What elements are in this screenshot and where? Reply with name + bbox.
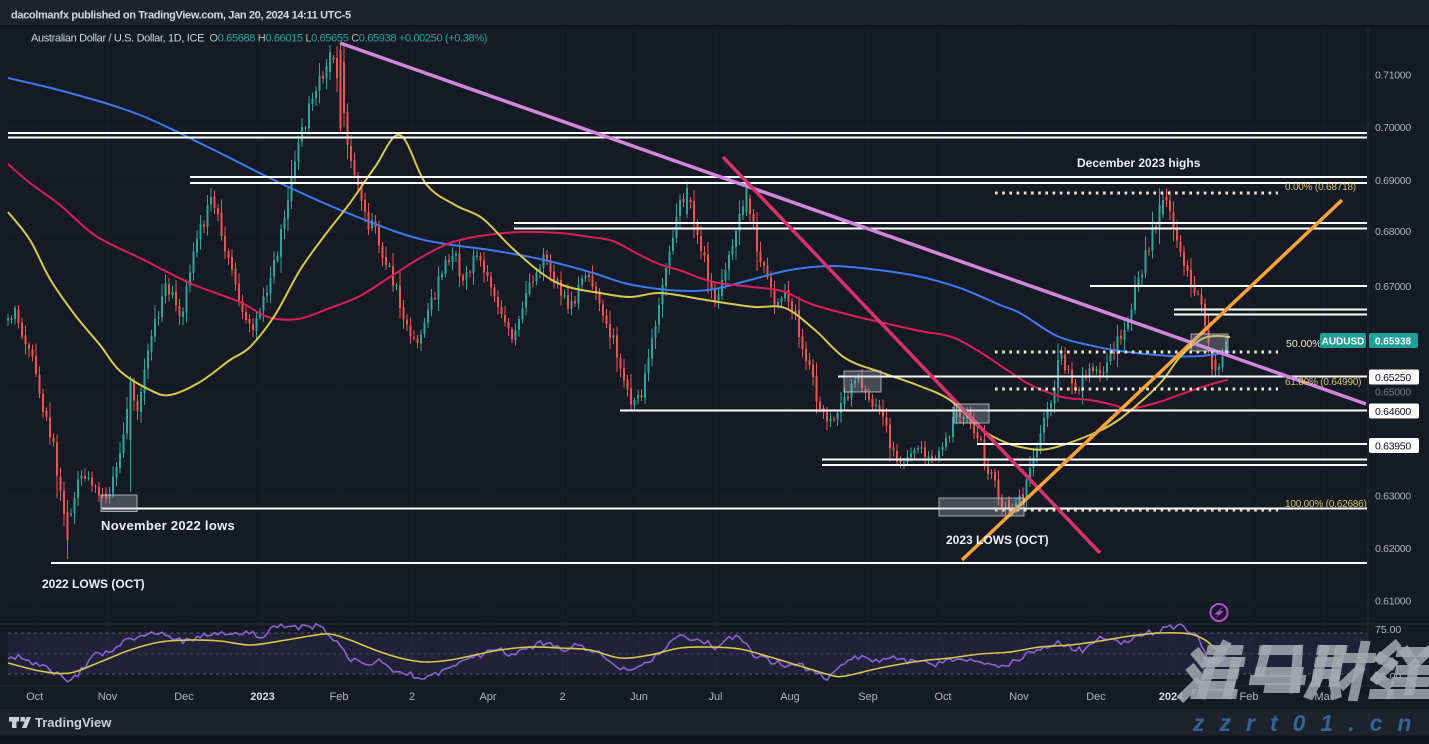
svg-text:Dec: Dec: [1086, 691, 1106, 703]
svg-text:75.00: 75.00: [1375, 624, 1401, 636]
svg-text:TradingView: TradingView: [35, 715, 112, 730]
svg-text:2024: 2024: [1159, 691, 1184, 703]
svg-text:50.00%: 50.00%: [1286, 338, 1322, 350]
svg-text:0.68000: 0.68000: [1375, 226, 1411, 238]
svg-text:Apr: Apr: [479, 691, 496, 703]
svg-text:0.70000: 0.70000: [1375, 122, 1411, 134]
svg-text:0.63000: 0.63000: [1375, 490, 1411, 502]
svg-text:2022 LOWS (OCT): 2022 LOWS (OCT): [42, 577, 145, 591]
svg-text:2: 2: [559, 691, 565, 703]
svg-text:Oct: Oct: [934, 691, 951, 703]
svg-text:Australian Dollar / U.S. Dolla: Australian Dollar / U.S. Dollar, 1D, ICE…: [31, 33, 487, 45]
svg-text:Nov: Nov: [98, 691, 118, 703]
svg-text:2023: 2023: [250, 691, 274, 703]
svg-text:Jun: Jun: [630, 691, 648, 703]
svg-text:0.71000: 0.71000: [1375, 70, 1411, 82]
svg-text:0.65250: 0.65250: [1375, 372, 1411, 384]
svg-text:0.65000: 0.65000: [1375, 387, 1411, 399]
svg-text:Nov: Nov: [1009, 691, 1029, 703]
svg-text:0.00% (0.68718): 0.00% (0.68718): [1285, 182, 1356, 193]
svg-text:61.80% (0.64990): 61.80% (0.64990): [1285, 377, 1361, 388]
svg-text:0.67000: 0.67000: [1375, 281, 1411, 293]
svg-text:0.64600: 0.64600: [1375, 406, 1411, 418]
svg-text:December 2023 highs: December 2023 highs: [1077, 156, 1201, 170]
svg-text:Aug: Aug: [780, 691, 800, 703]
svg-text:0.65938: 0.65938: [1375, 337, 1412, 348]
svg-text:Sep: Sep: [858, 691, 878, 703]
svg-text:zzrt01.cn: zzrt01.cn: [1192, 710, 1426, 736]
svg-text:100.00% (0.62686): 100.00% (0.62686): [1285, 499, 1367, 510]
svg-text:Feb: Feb: [330, 691, 349, 703]
svg-text:Jul: Jul: [708, 691, 722, 703]
svg-text:Oct: Oct: [26, 691, 43, 703]
svg-text:AUDUSD: AUDUSD: [1322, 337, 1365, 348]
svg-text:Dec: Dec: [174, 691, 194, 703]
svg-text:2: 2: [409, 691, 415, 703]
svg-text:Mar: Mar: [1315, 691, 1334, 703]
svg-text:November 2022 lows: November 2022 lows: [101, 518, 235, 533]
svg-text:0.63950: 0.63950: [1375, 441, 1411, 453]
svg-text:0.61000: 0.61000: [1375, 596, 1411, 608]
svg-text:0.62000: 0.62000: [1375, 543, 1411, 555]
svg-text:dacolmanfx published on Tradin: dacolmanfx published on TradingView.com,…: [11, 10, 351, 22]
svg-text:0.69000: 0.69000: [1375, 175, 1411, 187]
svg-text:2023 LOWS (OCT): 2023 LOWS (OCT): [946, 533, 1049, 547]
svg-text:Feb: Feb: [1240, 691, 1259, 703]
